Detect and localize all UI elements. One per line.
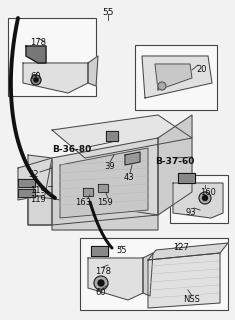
Text: 178: 178: [30, 38, 46, 47]
Polygon shape: [91, 246, 108, 256]
Text: 43: 43: [124, 173, 135, 182]
Polygon shape: [173, 183, 223, 218]
Text: 39: 39: [104, 162, 115, 171]
Circle shape: [199, 192, 211, 204]
Polygon shape: [143, 253, 153, 296]
Polygon shape: [148, 243, 228, 260]
Polygon shape: [52, 115, 192, 158]
Bar: [8, 18, 96, 96]
Text: 119: 119: [30, 186, 46, 195]
Polygon shape: [106, 131, 118, 141]
Text: 20: 20: [196, 65, 207, 74]
Polygon shape: [155, 64, 192, 90]
Polygon shape: [28, 155, 52, 225]
Polygon shape: [148, 253, 220, 308]
Text: B-37-60: B-37-60: [155, 157, 194, 166]
Polygon shape: [83, 188, 93, 196]
Polygon shape: [158, 115, 192, 215]
Text: 159: 159: [97, 198, 113, 207]
Bar: [80, 238, 228, 310]
Text: 55: 55: [116, 246, 126, 255]
Polygon shape: [18, 189, 35, 197]
Polygon shape: [23, 63, 88, 93]
Circle shape: [98, 280, 104, 286]
Polygon shape: [88, 258, 143, 300]
Text: 60: 60: [30, 72, 41, 81]
Text: 178: 178: [95, 267, 111, 276]
Circle shape: [94, 276, 108, 290]
Bar: [170, 175, 228, 223]
Circle shape: [158, 82, 166, 90]
Text: 163: 163: [75, 198, 91, 207]
Polygon shape: [28, 195, 158, 230]
Circle shape: [203, 196, 208, 201]
Polygon shape: [142, 56, 212, 98]
Polygon shape: [18, 179, 35, 187]
Polygon shape: [125, 152, 140, 165]
Text: NSS: NSS: [183, 295, 200, 304]
Polygon shape: [88, 56, 98, 86]
Polygon shape: [52, 138, 158, 225]
Polygon shape: [178, 173, 195, 183]
Polygon shape: [60, 148, 148, 218]
Text: 127: 127: [173, 243, 189, 252]
Bar: [135, 45, 217, 110]
Circle shape: [31, 75, 41, 85]
Text: 52: 52: [28, 170, 39, 179]
Polygon shape: [98, 184, 108, 192]
Text: 55: 55: [102, 8, 114, 17]
Polygon shape: [18, 158, 52, 200]
Text: B-36-80: B-36-80: [52, 145, 91, 154]
Polygon shape: [26, 46, 46, 63]
Text: 119: 119: [30, 195, 46, 204]
Circle shape: [34, 78, 38, 82]
Text: 60: 60: [95, 288, 106, 297]
Text: 160: 160: [200, 188, 216, 197]
Text: 93: 93: [186, 208, 197, 217]
